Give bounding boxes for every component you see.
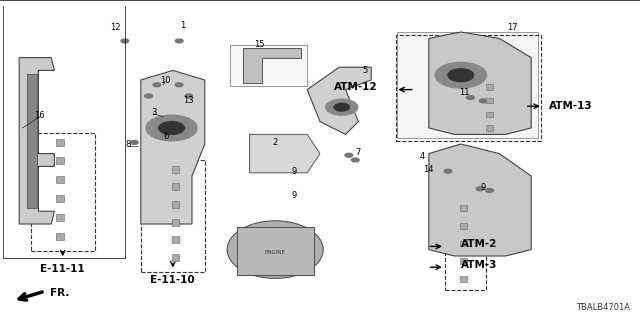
Bar <box>486 84 493 90</box>
Bar <box>230 45 307 86</box>
Circle shape <box>435 62 486 88</box>
Circle shape <box>146 115 197 141</box>
Bar <box>172 183 179 190</box>
Text: TBALB4701A: TBALB4701A <box>577 303 630 312</box>
Bar <box>56 176 64 183</box>
Circle shape <box>121 39 129 43</box>
Text: 8: 8 <box>125 140 131 148</box>
Polygon shape <box>429 144 531 256</box>
Text: 13: 13 <box>184 96 194 105</box>
Bar <box>486 98 493 103</box>
Bar <box>237 227 314 275</box>
Circle shape <box>476 187 484 191</box>
Text: ATM-13: ATM-13 <box>549 101 593 111</box>
Bar <box>172 219 179 226</box>
Text: 1: 1 <box>180 21 185 30</box>
Circle shape <box>444 169 452 173</box>
Bar <box>56 139 64 146</box>
Text: 9: 9 <box>292 167 297 176</box>
Circle shape <box>486 188 493 192</box>
Bar <box>172 236 179 243</box>
Bar <box>396 35 541 141</box>
Text: 10: 10 <box>160 76 170 84</box>
Text: ATM-3: ATM-3 <box>461 260 497 270</box>
Text: 4: 4 <box>420 152 425 161</box>
Bar <box>172 254 179 261</box>
Polygon shape <box>19 58 54 224</box>
Circle shape <box>351 158 359 162</box>
Text: ENGINE: ENGINE <box>265 250 285 255</box>
Bar <box>141 160 205 272</box>
Circle shape <box>153 83 161 87</box>
Circle shape <box>175 83 183 87</box>
Circle shape <box>131 140 138 144</box>
Polygon shape <box>243 48 301 83</box>
Text: 6: 6 <box>164 132 169 140</box>
Text: 9: 9 <box>292 191 297 200</box>
Circle shape <box>145 94 152 98</box>
Text: 9: 9 <box>481 183 486 192</box>
Polygon shape <box>141 70 205 224</box>
Text: 7: 7 <box>356 148 361 156</box>
Polygon shape <box>429 32 531 134</box>
Text: ATM-2: ATM-2 <box>461 239 497 249</box>
Bar <box>445 197 486 290</box>
Text: 16: 16 <box>35 111 45 120</box>
Bar <box>56 233 64 240</box>
Bar <box>460 258 467 264</box>
Text: ATM-12: ATM-12 <box>334 82 378 92</box>
Text: 11: 11 <box>459 88 469 97</box>
Circle shape <box>345 153 353 157</box>
Circle shape <box>448 69 474 82</box>
Bar <box>172 201 179 208</box>
Text: 15: 15 <box>254 40 264 49</box>
Polygon shape <box>250 134 320 173</box>
Bar <box>460 205 467 211</box>
Text: 17: 17 <box>507 23 517 32</box>
Text: 12: 12 <box>110 23 120 32</box>
Circle shape <box>175 39 183 43</box>
Bar <box>460 241 467 246</box>
Text: 14: 14 <box>424 165 434 174</box>
Bar <box>397 32 538 138</box>
Bar <box>56 214 64 221</box>
Circle shape <box>159 122 184 134</box>
Text: 2: 2 <box>273 138 278 147</box>
Circle shape <box>334 103 349 111</box>
Circle shape <box>185 94 193 98</box>
Bar <box>486 112 493 117</box>
Bar <box>486 125 493 131</box>
Text: FR.: FR. <box>50 288 69 298</box>
Text: 3: 3 <box>151 108 156 116</box>
Bar <box>172 166 179 173</box>
Polygon shape <box>27 74 37 208</box>
Polygon shape <box>307 67 371 134</box>
Ellipse shape <box>227 221 323 278</box>
Text: 5: 5 <box>362 66 367 75</box>
Text: E-11-10: E-11-10 <box>150 275 195 285</box>
Circle shape <box>479 99 487 103</box>
Bar <box>31 133 95 251</box>
Bar <box>460 223 467 229</box>
Text: E-11-11: E-11-11 <box>40 264 85 274</box>
Circle shape <box>467 96 474 100</box>
Bar <box>56 157 64 164</box>
Bar <box>56 195 64 202</box>
Circle shape <box>326 99 358 115</box>
Bar <box>460 276 467 282</box>
